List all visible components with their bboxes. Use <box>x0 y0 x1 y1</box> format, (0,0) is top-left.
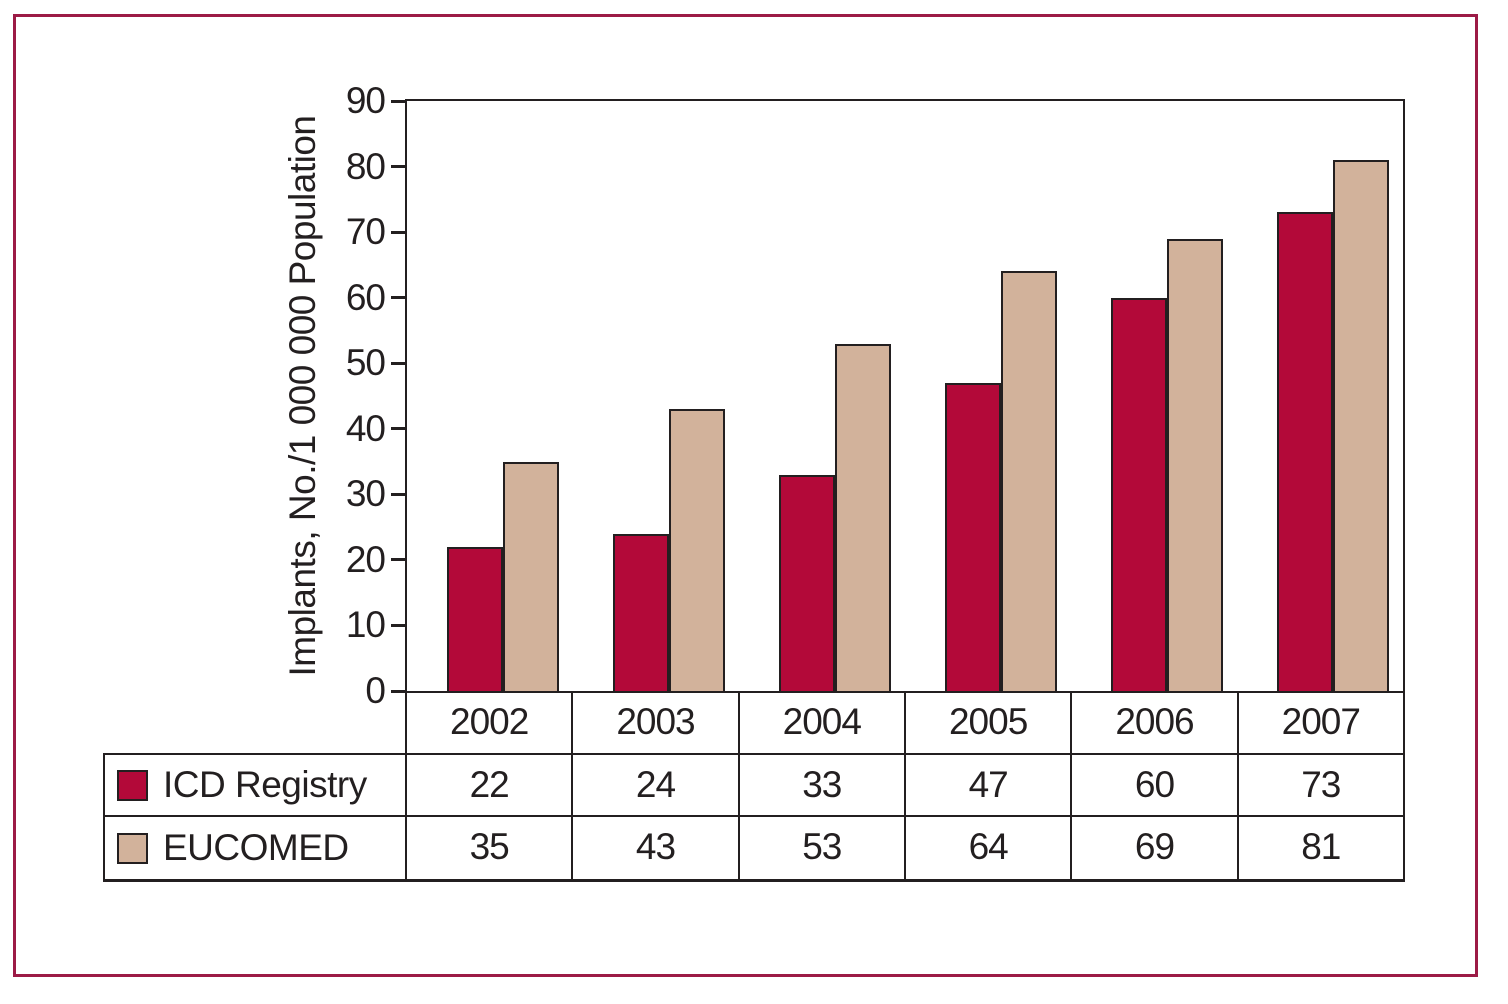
bar-eucomed-2002 <box>503 462 559 691</box>
legend-label: EUCOMED <box>163 827 349 868</box>
value-cell-eucomed-2006: 69 <box>1072 817 1239 879</box>
y-tick-mark-90 <box>391 99 405 103</box>
value-cell-eucomed-2003: 43 <box>573 817 740 879</box>
bar-eucomed-2003 <box>669 409 725 691</box>
y-axis: 0 10 20 30 40 50 60 70 80 90 <box>0 81 405 711</box>
legend-swatch-icon <box>117 832 148 864</box>
bar-icd-registry-2005 <box>945 383 1001 691</box>
legend-data-table: ICD Registry 22 24 33 47 60 73 EUCOMED 35 43 53 64 6… <box>103 753 1405 882</box>
y-tick-mark-0 <box>391 689 405 693</box>
value-cell-eucomed-2005: 64 <box>906 817 1073 879</box>
year-header-2003: 2003 <box>573 693 740 753</box>
y-tick-label-90: 90 <box>345 80 386 121</box>
year-header-2007: 2007 <box>1281 701 1361 742</box>
value-cell-icd-registry-2005: 47 <box>906 755 1073 815</box>
y-tick-mark-60 <box>391 296 405 300</box>
legend-swatch-icon <box>117 769 148 801</box>
value-cell-icd-registry-2004: 33 <box>740 755 906 815</box>
y-tick-label-80: 80 <box>345 145 386 187</box>
bar-icd-registry-2003 <box>613 534 669 691</box>
y-tick-mark-40 <box>391 427 405 431</box>
value-cell-eucomed-2007: 81 <box>1301 826 1341 867</box>
year-header-2005: 2005 <box>906 693 1073 753</box>
y-tick-label-40: 40 <box>345 407 386 449</box>
year-header-2006: 2006 <box>1072 693 1239 753</box>
bar-eucomed-2004 <box>835 344 891 691</box>
y-tick-label-10: 10 <box>345 604 386 646</box>
value-cell-icd-registry-2003: 24 <box>573 755 740 815</box>
y-tick-label-0: 0 <box>365 670 386 711</box>
year-header-2002: 2002 <box>407 693 574 753</box>
plot-area <box>405 99 1405 693</box>
y-tick-label-60: 60 <box>345 276 386 318</box>
bar-eucomed-2007 <box>1333 160 1389 691</box>
table-row-icd-registry: ICD Registry 22 24 33 47 60 73 <box>105 755 1403 817</box>
y-tick-mark-70 <box>391 230 405 234</box>
value-cell-icd-registry-2006: 60 <box>1072 755 1239 815</box>
y-tick-label-70: 70 <box>345 211 386 253</box>
y-tick-mark-20 <box>391 558 405 562</box>
legend-cell: EUCOMED <box>105 817 407 879</box>
value-cell-icd-registry-2002: 22 <box>407 755 574 815</box>
y-tick-mark-80 <box>391 165 405 169</box>
bar-eucomed-2006 <box>1167 239 1223 691</box>
legend-label: ICD Registry <box>163 764 367 805</box>
x-axis-year-header-row: 2002 2003 2004 2005 2006 2007 <box>405 693 1405 753</box>
y-tick-mark-10 <box>391 623 405 627</box>
y-tick-label-20: 20 <box>345 538 386 580</box>
legend-cell: ICD Registry <box>105 755 407 815</box>
value-cell-eucomed-2002: 35 <box>407 817 574 879</box>
y-tick-mark-50 <box>391 361 405 365</box>
value-cell-eucomed-2004: 53 <box>740 817 906 879</box>
bar-icd-registry-2007 <box>1277 212 1333 691</box>
bar-icd-registry-2002 <box>447 547 503 691</box>
value-cell-icd-registry-2007: 73 <box>1301 764 1341 805</box>
bar-icd-registry-2004 <box>779 475 835 691</box>
y-tick-mark-30 <box>391 492 405 496</box>
y-tick-label-30: 30 <box>345 473 386 515</box>
table-row-eucomed: EUCOMED 35 43 53 64 69 81 <box>105 817 1403 879</box>
figure-frame <box>13 14 1478 977</box>
year-header-2004: 2004 <box>740 693 906 753</box>
bar-icd-registry-2006 <box>1111 298 1167 691</box>
bar-eucomed-2005 <box>1001 271 1057 691</box>
y-tick-label-50: 50 <box>345 342 386 384</box>
